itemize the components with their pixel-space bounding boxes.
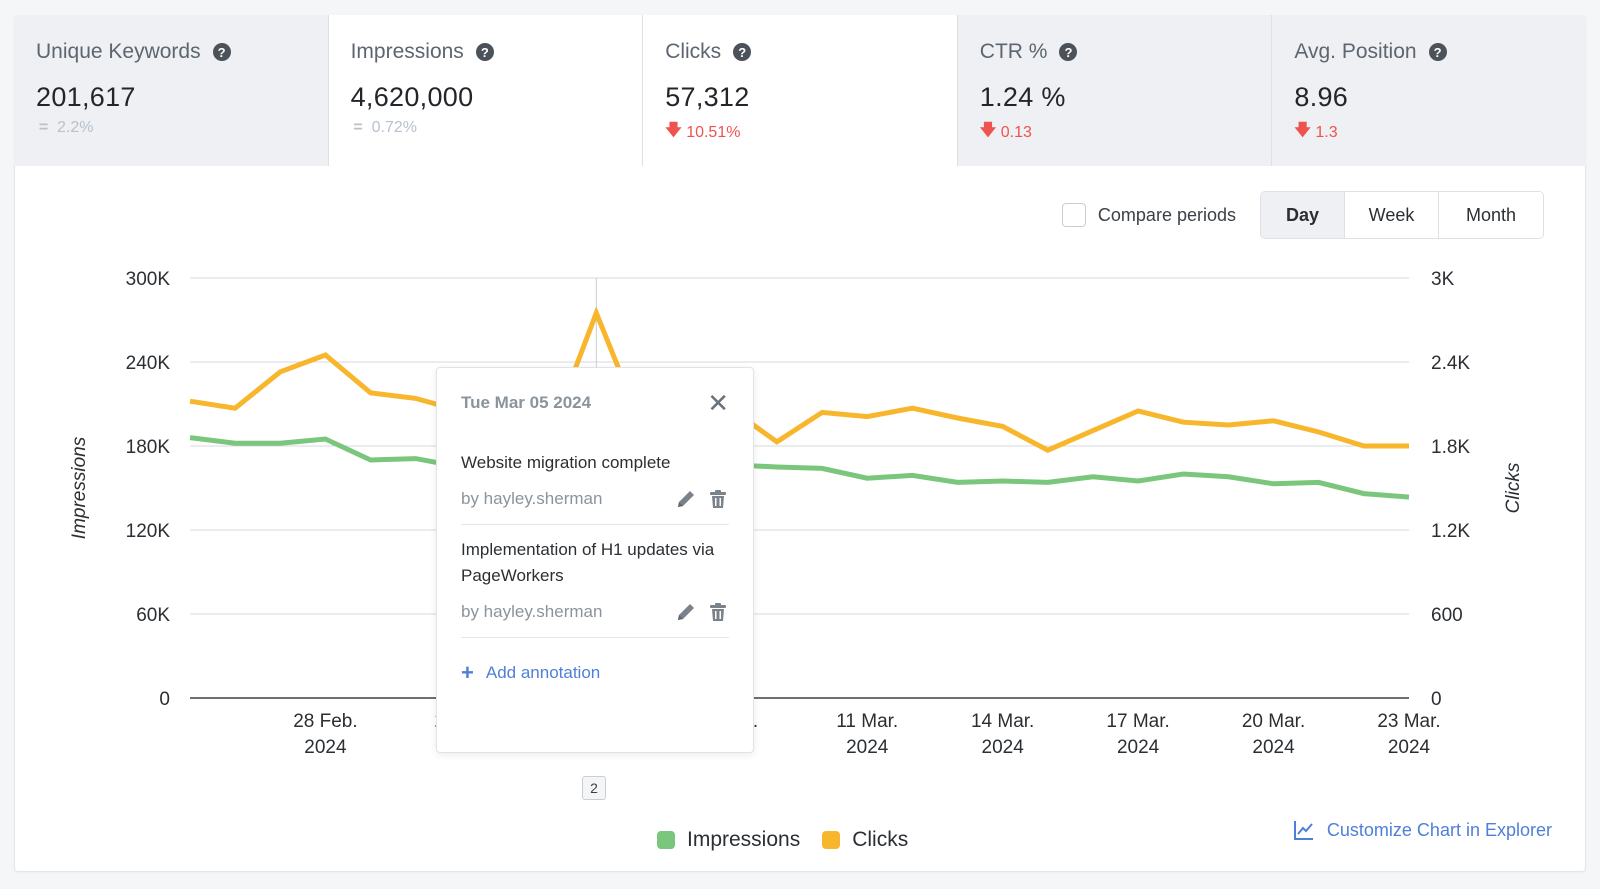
grid-lines bbox=[190, 277, 1409, 699]
metric-ctr[interactable]: CTR %? 1.24 % 🡇 0.13 bbox=[957, 15, 1273, 166]
legend-swatch bbox=[657, 831, 675, 849]
customize-chart-label: Customize Chart in Explorer bbox=[1326, 819, 1552, 840]
y-left-tick-label: 60K bbox=[136, 605, 170, 626]
series-line-clicks bbox=[189, 306, 1409, 453]
x-tick-label: 11 Mar. 2024 bbox=[836, 711, 898, 758]
metric-value: 8.96 bbox=[1294, 82, 1349, 112]
y-left-axis-title: Impressions bbox=[69, 436, 90, 539]
y-right-tick-label: 1.8K bbox=[1431, 437, 1470, 458]
trash-icon[interactable] bbox=[707, 601, 729, 623]
y-left-tick-label: 300K bbox=[126, 269, 171, 290]
customize-chart-link[interactable]: Customize Chart in Explorer bbox=[1293, 819, 1552, 841]
y-right-tick-label: 600 bbox=[1431, 605, 1463, 626]
compare-periods[interactable]: Compare periods bbox=[1061, 203, 1236, 227]
metrics-bar: Unique Keywords? 201,617 = 2.2% Impressio… bbox=[14, 15, 1586, 166]
y-right-axis-title: Clicks bbox=[1503, 462, 1524, 513]
metric-value: 1.24 % bbox=[979, 82, 1066, 112]
chart-controls: Compare periods Day Week Month bbox=[1061, 191, 1544, 239]
annotation-author: by hayley.sherman bbox=[461, 489, 603, 508]
annotation-author: by hayley.sherman bbox=[461, 602, 603, 621]
metric-title: CTR % bbox=[979, 40, 1048, 63]
compare-periods-checkbox[interactable] bbox=[1061, 203, 1086, 227]
period-month-button[interactable]: Month bbox=[1439, 192, 1543, 238]
metric-impressions[interactable]: Impressions? 4,620,000 = 0.72% bbox=[328, 15, 644, 166]
question-circle-icon[interactable]: ? bbox=[475, 43, 494, 61]
y-right-tick-label: 2.4K bbox=[1431, 353, 1470, 374]
metric-delta: = 0.72% bbox=[351, 119, 643, 137]
annotation-text: Implementation of H1 updates via PageWor… bbox=[461, 540, 715, 585]
arrow-down-icon: 🡇 bbox=[665, 122, 682, 139]
compare-periods-label: Compare periods bbox=[1097, 204, 1236, 225]
metric-value: 4,620,000 bbox=[350, 82, 474, 112]
add-annotation-button[interactable]: + Add annotation bbox=[461, 660, 729, 686]
line-chart-icon bbox=[1293, 821, 1313, 840]
annotation-count-badge[interactable]: 2 bbox=[582, 776, 606, 800]
metric-title: Impressions bbox=[350, 40, 464, 63]
metric-value: 201,617 bbox=[36, 82, 136, 112]
x-tick-label: 28 Feb. 2024 bbox=[293, 711, 357, 758]
series-lines bbox=[189, 306, 1410, 500]
legend-swatch bbox=[822, 831, 841, 849]
metric-value: 57,312 bbox=[665, 82, 750, 112]
x-tick-label: 20 Mar. 2024 bbox=[1242, 711, 1305, 758]
arrow-down-icon: 🡇 bbox=[979, 122, 997, 139]
axis-labels: 0 0 60K 600 120K 1.2K 180K 1.8K 240K 2.4K 300K 3K 28… bbox=[69, 269, 1524, 758]
close-icon[interactable]: ✕ bbox=[707, 388, 729, 418]
legend-item-impressions[interactable]: Impressions bbox=[657, 828, 800, 852]
period-selector: Day Week Month bbox=[1260, 191, 1544, 239]
metric-clicks[interactable]: Clicks? 57,312 🡇 10.51% bbox=[643, 15, 958, 166]
add-annotation-label: Add annotation bbox=[485, 663, 601, 682]
pencil-icon[interactable] bbox=[675, 601, 697, 623]
question-circle-icon[interactable]: ? bbox=[212, 43, 231, 61]
annotation-popover: Tue Mar 05 2024 ✕ Website migration comp… bbox=[436, 367, 754, 753]
metric-delta: 🡇 10.51% bbox=[665, 119, 957, 146]
metric-title: Clicks bbox=[665, 40, 722, 63]
trash-icon[interactable] bbox=[707, 488, 729, 510]
y-right-tick-label: 1.2K bbox=[1431, 521, 1470, 542]
question-circle-icon[interactable]: ? bbox=[1059, 43, 1078, 61]
metric-title: Unique Keywords bbox=[36, 40, 201, 63]
annotation-item: Website migration complete by hayley.she… bbox=[461, 438, 729, 525]
y-left-tick-label: 120K bbox=[126, 521, 171, 542]
question-circle-icon[interactable]: ? bbox=[1428, 43, 1447, 61]
metric-delta: 🡇 0.13 bbox=[980, 119, 1272, 146]
pencil-icon[interactable] bbox=[675, 488, 697, 510]
question-circle-icon[interactable]: ? bbox=[733, 43, 752, 61]
metric-unique-keywords[interactable]: Unique Keywords? 201,617 = 2.2% bbox=[14, 15, 329, 166]
metric-avg-position[interactable]: Avg. Position? 8.96 🡇 1.3 bbox=[1272, 15, 1586, 166]
metric-delta: = 2.2% bbox=[36, 119, 328, 137]
annotation-text: Website migration complete bbox=[461, 453, 671, 472]
annotation-item: Implementation of H1 updates via PageWor… bbox=[461, 525, 729, 638]
equals-icon: = bbox=[38, 119, 49, 136]
y-right-tick-label: 0 bbox=[1431, 689, 1442, 710]
x-tick-label: 14 Mar. 2024 bbox=[971, 711, 1034, 758]
series-line-impressions bbox=[189, 435, 1410, 500]
arrow-down-icon: 🡇 bbox=[1294, 122, 1311, 139]
y-left-tick-label: 180K bbox=[126, 437, 171, 458]
legend-item-clicks[interactable]: Clicks bbox=[822, 828, 908, 852]
metric-title: Avg. Position bbox=[1294, 40, 1417, 63]
x-tick-label: 17 Mar. 2024 bbox=[1106, 711, 1169, 758]
y-right-tick-label: 3K bbox=[1431, 269, 1455, 290]
legend-label: Clicks bbox=[852, 828, 909, 851]
chart-legend: Impressions Clicks bbox=[657, 828, 930, 852]
plus-icon: + bbox=[461, 660, 474, 685]
legend-label: Impressions bbox=[687, 828, 801, 851]
y-left-tick-label: 0 bbox=[159, 689, 170, 710]
y-left-tick-label: 240K bbox=[126, 353, 171, 374]
metric-delta: 🡇 1.3 bbox=[1294, 119, 1586, 146]
x-tick-label: 23 Mar. 2024 bbox=[1377, 711, 1440, 758]
popover-date: Tue Mar 05 2024 bbox=[461, 393, 592, 412]
period-week-button[interactable]: Week bbox=[1345, 192, 1439, 238]
period-day-button[interactable]: Day bbox=[1261, 192, 1345, 238]
equals-icon: = bbox=[353, 119, 363, 136]
